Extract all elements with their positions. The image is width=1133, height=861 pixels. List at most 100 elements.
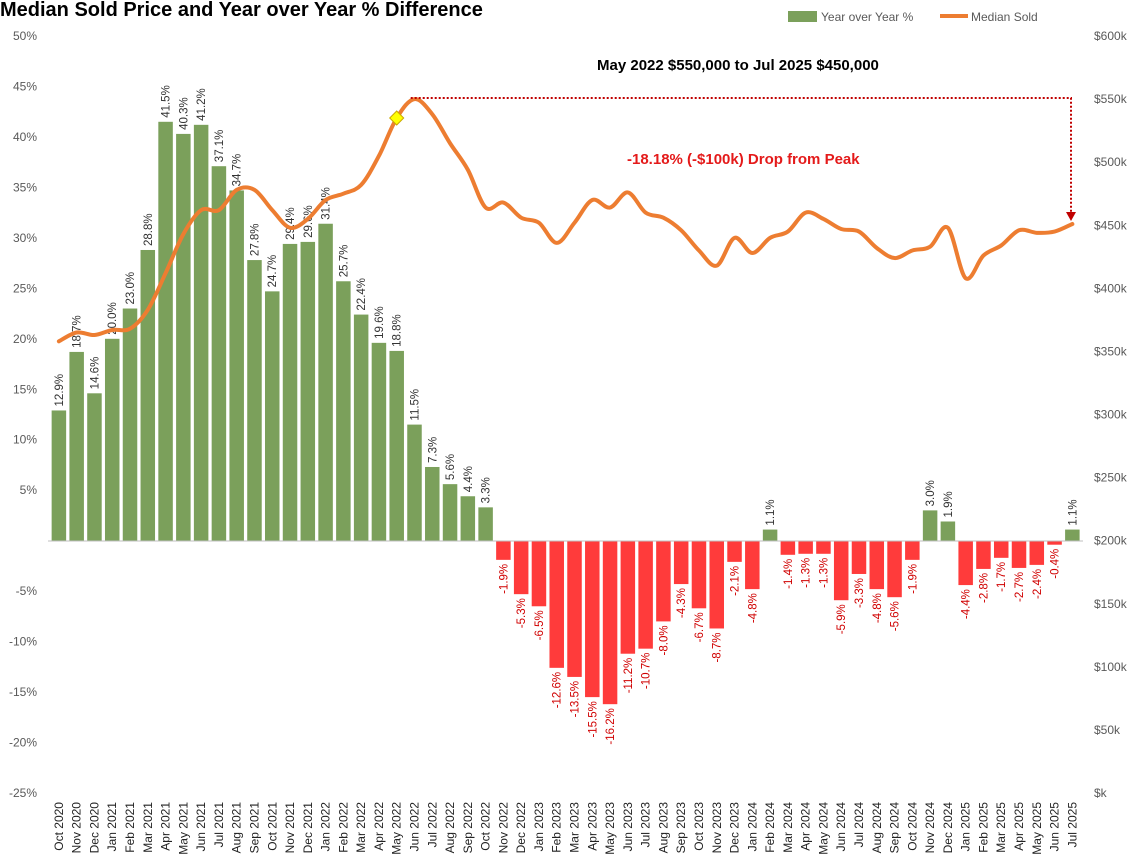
bar — [1065, 529, 1080, 541]
y-left-tick-label: 50% — [13, 29, 37, 43]
bar — [1047, 540, 1062, 545]
bar — [158, 121, 173, 541]
x-tick-label: Dec 2023 — [728, 802, 742, 854]
bar — [851, 540, 867, 574]
x-tick-label: May 2022 — [390, 802, 404, 855]
bar — [727, 540, 742, 562]
bar — [656, 540, 671, 622]
bar-data-label: -8.0% — [658, 625, 670, 655]
bar — [940, 521, 956, 541]
bar — [478, 507, 493, 541]
bar-data-label: -15.5% — [587, 701, 599, 737]
bar — [460, 496, 476, 541]
bar-data-label: -1.9% — [498, 564, 510, 594]
bar-data-label: -5.6% — [890, 601, 902, 631]
bar — [265, 291, 280, 541]
x-tick-label: Mar 2025 — [994, 802, 1008, 853]
x-tick-label: Apr 2021 — [159, 802, 173, 851]
x-tick-label: Sep 2021 — [247, 802, 261, 854]
bar-data-label: -8.7% — [712, 632, 724, 662]
bar-data-label: -5.9% — [836, 604, 848, 634]
bar-data-label: 1.1% — [1067, 499, 1079, 525]
x-tick-label: Jun 2024 — [834, 802, 848, 852]
annotations: May 2022 $550,000 to Jul 2025 $450,000 -… — [389, 57, 1076, 221]
bar-data-label: 5.6% — [445, 454, 457, 480]
bar — [709, 540, 724, 629]
bar — [531, 540, 547, 607]
x-tick-label: Jun 2022 — [407, 802, 421, 852]
bar — [798, 540, 813, 554]
bar — [300, 241, 316, 541]
bar-data-label: 19.6% — [374, 306, 386, 339]
x-tick-label: Aug 2021 — [230, 802, 244, 854]
bar-data-label: -4.8% — [872, 593, 884, 623]
bar — [620, 540, 636, 654]
x-tick-label: Mar 2024 — [781, 802, 795, 853]
annotation-peak-text: May 2022 $550,000 to Jul 2025 $450,000 — [597, 57, 879, 74]
bar — [638, 540, 653, 649]
bar-data-label: -1.9% — [907, 564, 919, 594]
x-tick-label: Aug 2024 — [870, 802, 884, 854]
y-right-tick-label: $500k — [1094, 155, 1128, 169]
x-tick-label: Oct 2021 — [265, 802, 279, 851]
y-left-tick-label: -15% — [9, 685, 37, 699]
x-tick-label: Jan 2021 — [105, 802, 119, 852]
bar-data-label: -1.7% — [996, 562, 1008, 592]
bar-data-label: -2.7% — [1014, 572, 1026, 602]
bar-data-label: 1.9% — [943, 491, 955, 517]
bar-data-label: 40.3% — [178, 97, 190, 130]
bar-data-label: 31.4% — [321, 187, 333, 220]
y-left-tick-label: -10% — [9, 635, 37, 649]
bar — [176, 133, 191, 541]
y-right-tick-label: $150k — [1094, 597, 1128, 611]
bar — [496, 540, 511, 560]
bar-data-label: -1.3% — [801, 558, 813, 588]
line-series — [56, 97, 1075, 344]
y-left-tick-label: 35% — [13, 180, 37, 194]
legend: Year over Year % Median Sold — [788, 10, 1038, 24]
y-right-tick-label: $600k — [1094, 29, 1128, 43]
bar — [407, 424, 422, 541]
bar — [425, 466, 440, 541]
y-right-tick-label: $100k — [1094, 660, 1128, 674]
x-tick-label: Jun 2021 — [194, 802, 208, 852]
y-right-tick-label: $200k — [1094, 534, 1128, 548]
bar — [691, 540, 707, 609]
y-axis-right: $k $50k $100k $150k $200k $250k $300k $350k $400… — [1094, 29, 1128, 800]
bar-data-label: 11.5% — [409, 389, 421, 421]
annotation-drop-text: -18.18% (-$100k) Drop from Peak — [627, 151, 860, 168]
x-tick-label: Jul 2023 — [639, 802, 653, 848]
bar — [673, 540, 689, 585]
bar-data-label: 29.4% — [285, 207, 297, 240]
legend-label-yoy: Year over Year % — [821, 10, 914, 24]
bar-data-labels: 12.9%18.7%14.6%20.0%23.0%28.8%41.5% 40.3%… — [54, 85, 1079, 744]
y-left-tick-label: 10% — [13, 433, 37, 447]
bar — [211, 166, 227, 541]
x-tick-label: Mar 2023 — [568, 802, 582, 853]
x-tick-label: Jan 2025 — [959, 802, 973, 852]
x-tick-label: Sep 2024 — [888, 802, 902, 854]
y-left-tick-label: -25% — [9, 786, 37, 800]
x-tick-label: Nov 2020 — [70, 802, 84, 854]
y-right-tick-label: $550k — [1094, 92, 1128, 106]
bar-data-label: -4.3% — [676, 588, 688, 618]
x-tick-label: Oct 2020 — [52, 802, 66, 851]
y-left-tick-label: 25% — [13, 281, 37, 295]
y-right-tick-label: $50k — [1094, 723, 1121, 737]
x-tick-label: Nov 2022 — [496, 802, 510, 854]
bar — [762, 529, 778, 541]
bar-data-label: -1.3% — [818, 558, 830, 588]
x-tick-label: Apr 2024 — [799, 802, 813, 851]
x-tick-label: Apr 2022 — [372, 802, 386, 851]
x-tick-label: Jan 2022 — [319, 802, 333, 852]
bar-data-label: 23.0% — [125, 272, 137, 305]
x-tick-label: Nov 2021 — [283, 802, 297, 854]
x-tick-label: Feb 2023 — [550, 802, 564, 853]
bar — [282, 243, 298, 541]
bar — [602, 540, 618, 705]
x-tick-label: Dec 2024 — [941, 802, 955, 854]
y-left-tick-label: 30% — [13, 231, 37, 245]
x-tick-label: Feb 2021 — [123, 802, 137, 853]
y-left-tick-label: 5% — [20, 483, 38, 497]
x-tick-label: Apr 2025 — [1012, 802, 1026, 851]
